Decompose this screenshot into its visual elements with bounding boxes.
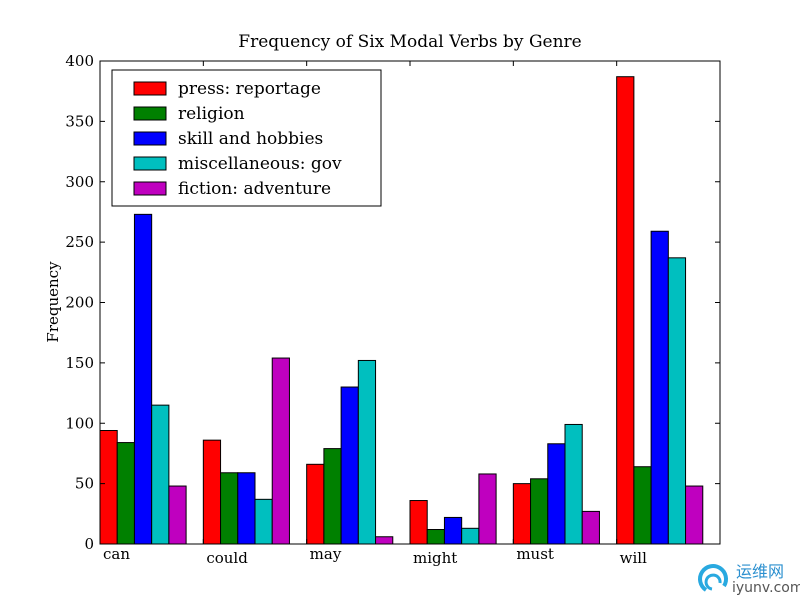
bar-might-series-2 (426, 529, 445, 545)
bar-may-series-1 (306, 463, 325, 545)
chart-title: Frequency of Six Modal Verbs by Genre (238, 32, 581, 52)
watermark-text-url: iyunv.com (732, 580, 800, 596)
bar-could-series-4 (254, 498, 273, 545)
bar-could-series-1 (202, 439, 222, 545)
y-tick-label: 350 (65, 112, 94, 130)
x-tick-label-could: could (206, 549, 248, 567)
y-tick-label: 0 (84, 535, 94, 553)
bar-must-series-4 (564, 423, 583, 545)
bar-might-series-1 (409, 500, 428, 545)
legend: press: reportage religion skill and hobbie… (111, 69, 382, 207)
legend-label: press: reportage (178, 79, 321, 99)
x-ticks: can could may might must will (99, 61, 647, 567)
legend-label: skill and hobbies (178, 129, 323, 149)
legend-label: religion (178, 104, 245, 124)
bar-will-series-4 (667, 257, 687, 545)
y-ticks: 0 50 100 150 200 250 300 350 400 (65, 52, 720, 553)
y-tick-label: 300 (65, 173, 94, 191)
x-tick-label-may: may (310, 545, 342, 563)
y-tick-label: 400 (65, 52, 94, 70)
x-tick-label-will: will (620, 549, 647, 567)
bar-must-series-1 (512, 483, 532, 545)
y-tick-label: 250 (65, 233, 94, 251)
bar-might-series-4 (461, 527, 480, 545)
bar-could-series-2 (220, 472, 239, 545)
legend-swatch (133, 81, 167, 96)
bar-must-series-2 (530, 478, 549, 545)
y-tick-label: 200 (65, 294, 94, 312)
bar-must-series-5 (581, 510, 600, 545)
bar-must-series-3 (547, 443, 566, 545)
bar-will-series-2 (633, 466, 652, 545)
bar-can-series-4 (151, 404, 170, 545)
bar-could-series-5 (271, 357, 290, 545)
watermark-logo-icon (698, 564, 728, 592)
legend-label: miscellaneous: gov (178, 154, 342, 174)
x-tick-label-must: must (516, 545, 554, 563)
y-tick-label: 50 (75, 475, 94, 493)
y-tick-label: 150 (65, 354, 94, 372)
watermark: 运维网 iyunv.com (694, 556, 800, 602)
bar-might-series-3 (443, 516, 463, 545)
bar-will-series-1 (616, 76, 635, 545)
bar-could-series-3 (237, 472, 256, 545)
bar-can-series-5 (168, 485, 187, 545)
legend-swatch (133, 156, 167, 171)
legend-swatch (133, 131, 167, 146)
legend-swatch (133, 181, 167, 196)
bar-may-series-5 (375, 536, 394, 545)
legend-label: fiction: adventure (178, 179, 331, 199)
bar-may-series-4 (357, 359, 377, 545)
bar-may-series-3 (340, 386, 359, 545)
bar-will-series-5 (685, 485, 704, 545)
y-axis-label: Frequency (44, 261, 62, 343)
bar-might-series-5 (478, 473, 497, 545)
bar-will-series-3 (650, 230, 669, 545)
x-tick-label-might: might (413, 549, 457, 567)
bar-may-series-2 (323, 448, 342, 545)
bar-can-series-1 (99, 429, 118, 545)
watermark-text-cn: 运维网 (736, 562, 785, 581)
legend-swatch (133, 106, 167, 121)
x-tick-label-can: can (103, 545, 130, 563)
bar-can-series-2 (116, 442, 135, 545)
bar-can-series-3 (133, 213, 153, 545)
y-tick-label: 100 (65, 414, 94, 432)
